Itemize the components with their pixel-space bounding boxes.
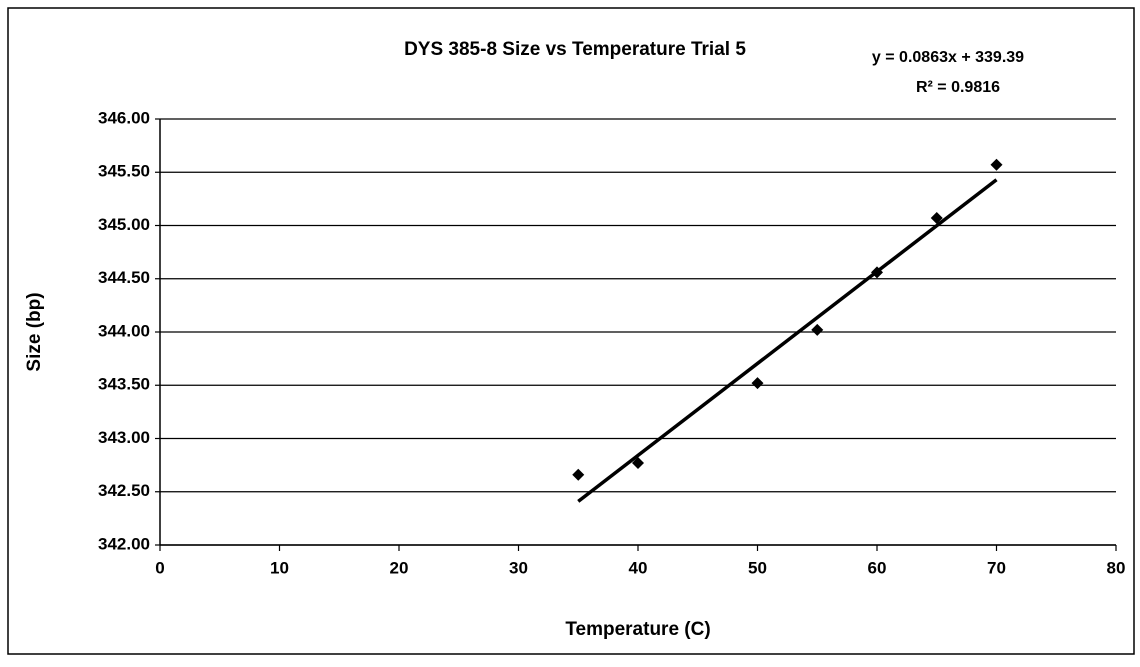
y-tick-label: 345.00: [98, 215, 150, 234]
y-axis-label: Size (bp): [24, 292, 45, 371]
x-tick-label: 10: [270, 558, 289, 577]
x-tick-label: 70: [987, 558, 1006, 577]
equation: y = 0.0863x + 339.39: [872, 49, 1024, 66]
y-tick-label: 342.00: [98, 534, 150, 553]
x-tick-label: 20: [390, 558, 409, 577]
x-tick-label: 80: [1107, 558, 1126, 577]
y-tick-label: 346.00: [98, 108, 150, 127]
point: [632, 456, 644, 469]
y-tick-label: 344.00: [98, 321, 150, 340]
x-tick-label: 50: [748, 558, 767, 577]
point: [572, 468, 585, 481]
point: [811, 323, 824, 336]
point: [751, 377, 764, 390]
x-tick-label: 60: [868, 558, 887, 577]
x-tick-label: 0: [155, 558, 164, 577]
point: [990, 158, 1003, 171]
x-tick-label: 30: [509, 558, 528, 577]
point: [930, 212, 943, 225]
chart-border: [7, 7, 1135, 655]
y-tick-label: 344.50: [98, 268, 150, 287]
y-tick-label: 343.50: [98, 375, 150, 394]
y-tick-label: 342.50: [98, 481, 150, 500]
point: [871, 266, 883, 279]
r-squared: R² = 0.9816: [916, 79, 1000, 96]
x-axis-label: Temperature (C): [565, 619, 710, 640]
y-tick-label: 345.50: [98, 162, 150, 181]
x-tick-label: 40: [629, 558, 648, 577]
chart-title: DYS 385-8 Size vs Temperature Trial 5: [404, 39, 746, 60]
trendline: [577, 178, 998, 503]
y-tick-label: 343.00: [98, 428, 150, 447]
